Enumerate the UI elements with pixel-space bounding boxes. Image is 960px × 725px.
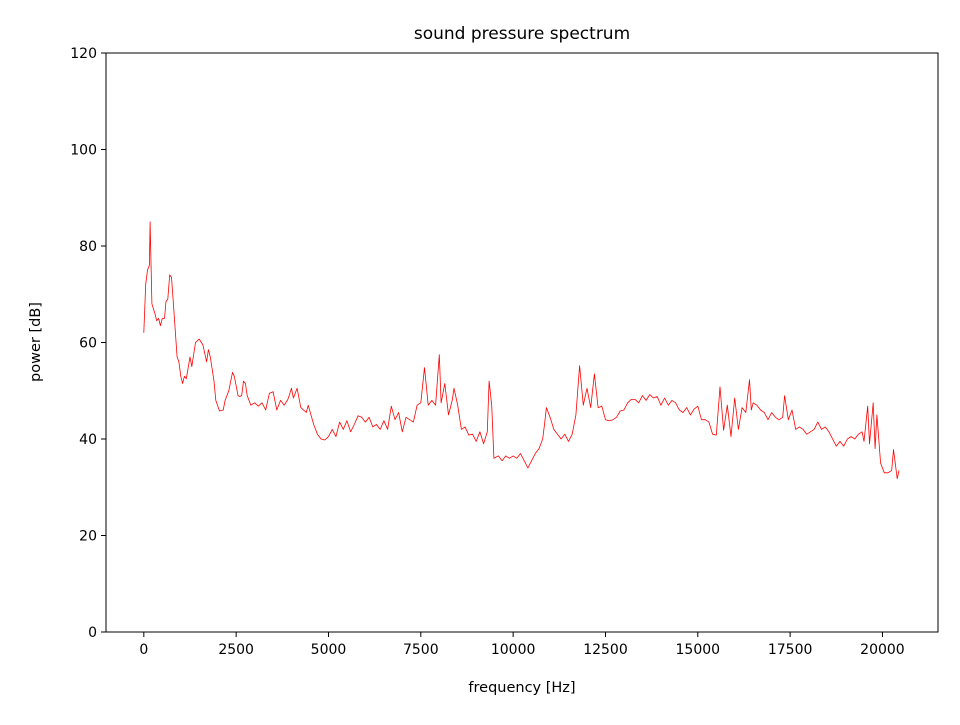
x-tick-label: 10000 <box>491 642 536 658</box>
x-tick-label: 2500 <box>218 642 254 658</box>
chart-title: sound pressure spectrum <box>414 24 630 44</box>
y-axis-label: power [dB] <box>28 302 44 382</box>
x-tick-label: 20000 <box>860 642 905 658</box>
x-tick-label: 17500 <box>768 642 813 658</box>
y-axis: 0 20 40 60 80 100 120 <box>70 46 106 641</box>
y-tick-label: 40 <box>79 432 97 448</box>
series-line <box>143 221 900 480</box>
x-axis-label: frequency [Hz] <box>468 680 575 696</box>
y-tick-label: 60 <box>79 336 97 352</box>
y-tick-label: 100 <box>70 143 97 159</box>
y-tick-label: 80 <box>79 239 97 255</box>
x-tick-label: 12500 <box>583 642 628 658</box>
plot-frame <box>105 52 939 633</box>
y-tick-label: 120 <box>70 46 97 62</box>
x-tick-label: 7500 <box>403 642 439 658</box>
x-tick-label: 5000 <box>311 642 347 658</box>
y-tick-label: 0 <box>88 625 97 641</box>
y-tick-label: 20 <box>79 529 97 545</box>
x-tick-label: 15000 <box>676 642 721 658</box>
x-tick-label: 0 <box>139 642 148 658</box>
x-axis: 0 2500 5000 7500 10000 12500 15000 17500 20000 <box>139 632 905 658</box>
